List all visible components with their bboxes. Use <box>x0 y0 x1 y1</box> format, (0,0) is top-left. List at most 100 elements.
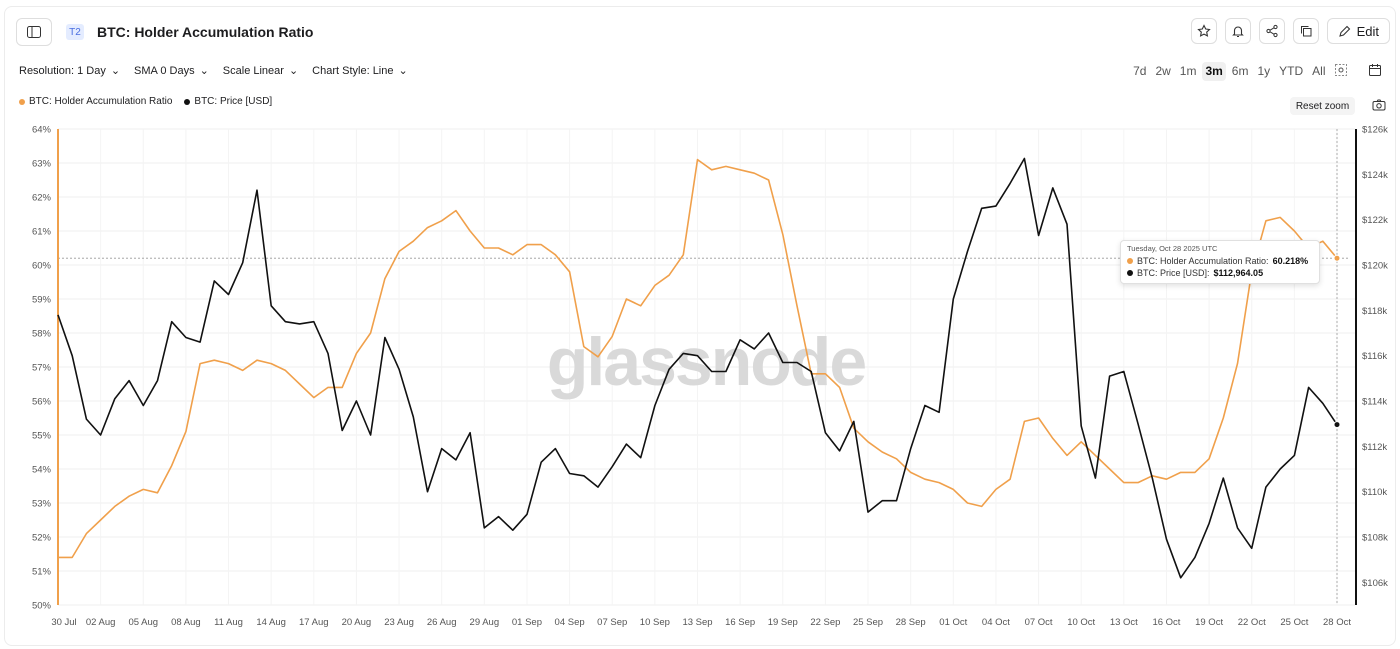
y-left-tick-label: 58% <box>32 329 52 340</box>
star-icon <box>1196 24 1211 37</box>
chart-style-dropdown[interactable]: Chart Style: Line ⌄ <box>312 64 408 78</box>
y-left-tick-label: 52% <box>32 533 52 544</box>
series-line-holder-accumulation-ratio <box>58 158 1338 559</box>
series-line-btc-price <box>57 157 1338 579</box>
range-all[interactable]: All <box>1312 64 1326 78</box>
share-button[interactable] <box>1258 18 1285 44</box>
y-right-tick-label: $112k <box>1362 442 1387 453</box>
chart-legend: BTC: Holder Accumulation Ratio BTC: Pric… <box>19 96 272 107</box>
x-tick-label: 20 Aug <box>342 617 372 628</box>
x-tick-label: 01 Sep <box>512 617 542 628</box>
y-left-tick-label: 51% <box>32 567 52 578</box>
tooltip-dot <box>1127 258 1133 264</box>
sma-dropdown[interactable]: SMA 0 Days ⌄ <box>134 64 209 78</box>
y-right-tick-label: $126k <box>1362 125 1388 136</box>
range-1m[interactable]: 1m <box>1179 64 1197 78</box>
tooltip-label: BTC: Price [USD]: <box>1137 268 1210 278</box>
scale-dropdown[interactable]: Scale Linear ⌄ <box>222 64 298 78</box>
y-left-tick-label: 50% <box>32 601 52 612</box>
tooltip-dot <box>1127 270 1133 276</box>
x-tick-label: 17 Aug <box>299 617 329 628</box>
edit-button[interactable]: Edit <box>1326 18 1390 44</box>
y-left-tick-label: 59% <box>32 295 52 306</box>
alert-button[interactable] <box>1224 18 1251 44</box>
x-tick-label: 16 Oct <box>1152 617 1180 628</box>
x-tick-label: 23 Aug <box>384 617 414 628</box>
edit-label: Edit <box>1356 23 1379 39</box>
sidebar-icon <box>27 26 41 38</box>
y-right-tick-label: $120k <box>1362 261 1388 272</box>
y-left-tick-label: 55% <box>32 431 52 442</box>
y-right-tick-label: $114k <box>1362 397 1387 408</box>
tooltip-value: 60.218% <box>1272 256 1309 266</box>
tooltip: Tuesday, Oct 28 2025 UTC BTC: Holder Acc… <box>1120 240 1320 284</box>
y-right-tick-label: $110k <box>1362 487 1387 498</box>
header-toolbar: Edit <box>1190 18 1390 44</box>
x-tick-label: 10 Oct <box>1067 617 1095 628</box>
copy-button[interactable] <box>1292 18 1319 44</box>
x-tick-label: 29 Aug <box>470 617 500 628</box>
x-tick-label: 16 Sep <box>725 617 755 628</box>
range-7d[interactable]: 7d <box>1133 64 1147 78</box>
range-3m[interactable]: 3m <box>1201 62 1227 81</box>
y-left-tick-label: 61% <box>32 227 52 238</box>
y-left-tick-label: 62% <box>32 193 52 204</box>
chart-controls: Resolution: 1 Day ⌄ SMA 0 Days ⌄ Scale Lin… <box>19 64 408 78</box>
tooltip-date: Tuesday, Oct 28 2025 UTC <box>1127 244 1218 253</box>
chevron-down-icon: ⌄ <box>398 65 408 77</box>
chart-header: T2 BTC: Holder Accumulation Ratio <box>16 18 314 46</box>
scale-label: Scale Linear <box>222 64 284 77</box>
y-left-tick-label: 53% <box>32 499 52 510</box>
x-tick-label: 30 Jul <box>51 617 76 628</box>
chart-panel <box>4 6 1396 646</box>
chevron-down-icon: ⌄ <box>199 65 209 77</box>
range-6m[interactable]: 6m <box>1231 64 1249 78</box>
favorite-button[interactable] <box>1190 18 1217 44</box>
camera-icon <box>1372 99 1386 111</box>
x-tick-label: 14 Aug <box>256 617 286 628</box>
y-left-tick-label: 56% <box>32 397 52 408</box>
x-tick-label: 28 Sep <box>896 617 926 628</box>
watermark: glassnode <box>547 324 865 400</box>
tooltip-label: BTC: Holder Accumulation Ratio: <box>1137 256 1269 266</box>
range-2w[interactable]: 2w <box>1155 64 1171 78</box>
tier-badge: T2 <box>66 24 84 40</box>
x-tick-label: 07 Sep <box>597 617 627 628</box>
sidebar-toggle-button[interactable] <box>16 18 52 46</box>
resolution-dropdown[interactable]: Resolution: 1 Day ⌄ <box>19 64 121 78</box>
y-left-tick-label: 64% <box>32 125 52 136</box>
legend-dot <box>184 98 191 105</box>
point-price-last <box>1333 421 1341 429</box>
resolution-label: Resolution: 1 Day <box>19 64 106 77</box>
x-tick-label: 07 Oct <box>1025 617 1053 628</box>
y-right-tick-label: $106k <box>1362 578 1388 589</box>
calendar-icon <box>1369 64 1381 76</box>
x-tick-label: 25 Sep <box>853 617 883 628</box>
legend-label: BTC: Price [USD] <box>194 96 273 107</box>
reset-zoom-button[interactable]: Reset zoom <box>1290 97 1355 115</box>
legend-item-ratio[interactable]: BTC: Holder Accumulation Ratio <box>19 96 172 107</box>
legend-dot <box>19 98 25 105</box>
range-ytd[interactable]: YTD <box>1279 64 1304 78</box>
screenshot-button[interactable] <box>1372 98 1386 116</box>
y-left-tick-label: 54% <box>32 465 52 476</box>
sma-label: SMA 0 Days <box>134 64 195 77</box>
y-left-tick-label: 57% <box>32 363 52 374</box>
y-left-tick-label: 60% <box>32 261 52 272</box>
range-selector: 7d 2w 1m 3m 6m 1y YTD All <box>1130 62 1350 81</box>
y-right-tick-label: $124k <box>1362 170 1388 181</box>
calendar-button[interactable] <box>1362 59 1388 81</box>
tooltip-row-ratio: BTC: Holder Accumulation Ratio: 60.218% <box>1127 255 1313 267</box>
x-tick-label: 19 Sep <box>768 617 798 628</box>
chart-style-label: Chart Style: Line <box>312 64 394 77</box>
x-tick-label: 05 Aug <box>128 617 158 628</box>
chevron-down-icon: ⌄ <box>110 65 121 77</box>
page-title: BTC: Holder Accumulation Ratio <box>97 24 314 40</box>
y-right-tick-label: $108k <box>1362 533 1388 544</box>
legend-item-price[interactable]: BTC: Price [USD] <box>184 96 272 107</box>
x-tick-label: 22 Sep <box>810 617 840 628</box>
zoom-select-icon[interactable] <box>1331 62 1350 81</box>
range-1y[interactable]: 1y <box>1257 64 1271 78</box>
x-tick-label: 08 Aug <box>171 617 201 628</box>
